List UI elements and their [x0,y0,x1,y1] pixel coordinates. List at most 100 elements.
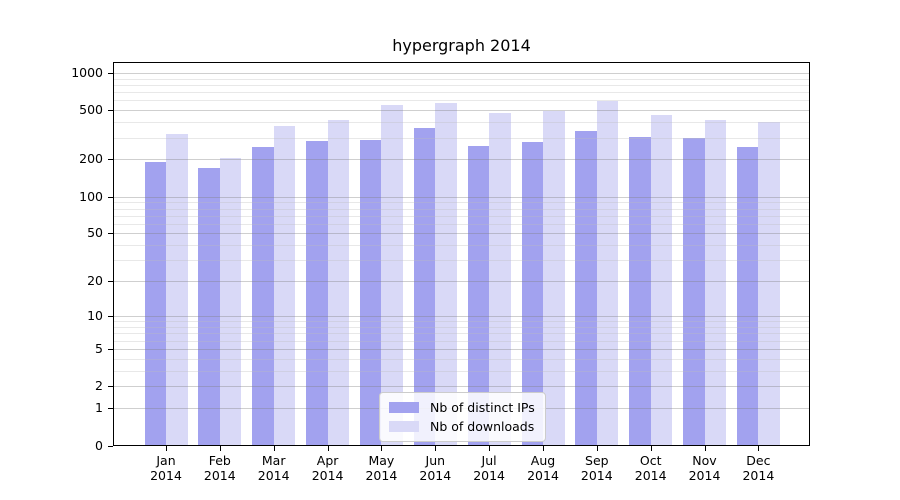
bar-distinct-ips [306,140,328,445]
bar-distinct-ips [144,162,166,445]
x-axis-tick [273,446,275,451]
y-axis-tick-label: 50 [87,225,103,241]
chart-title: hypergraph 2014 [392,36,531,55]
bar-distinct-ips [467,145,490,445]
y-axis-tick-label: 200 [79,151,103,167]
bar-downloads [543,111,565,445]
bar-downloads [650,114,673,445]
x-axis-tick [758,446,760,451]
bar-downloads [704,119,726,445]
bar-distinct-ips [736,146,759,445]
legend-row-distinct-ips: Nb of distinct IPs [389,398,535,417]
x-axis-tick-label: Sep 2014 [580,452,613,483]
x-axis-tick-label: May 2014 [365,452,398,483]
x-axis-tick [596,446,598,451]
y-axis-tick [108,445,113,447]
bar-distinct-ips [252,146,274,445]
gridline-minor [114,245,809,247]
plot-area: Nb of distinct IPs Nb of downloads [113,62,810,446]
gridline-major [114,110,809,112]
x-axis-tick [489,446,491,451]
gridline-minor [114,137,809,139]
y-axis-tick [108,348,113,350]
legend-label-distinct-ips: Nb of distinct IPs [430,400,535,415]
y-axis-tick [108,281,113,283]
bar-downloads [219,157,242,445]
bar-distinct-ips [198,168,220,445]
gridline-major [114,281,809,283]
gridline-minor [114,321,809,323]
x-axis-tick [435,446,437,451]
bar-downloads [327,119,350,445]
gridline-minor [114,208,809,210]
y-axis-tick-label: 500 [79,102,103,118]
bar-downloads [758,121,780,445]
gridline-minor [114,260,809,262]
x-axis-tick-label: Apr 2014 [311,452,344,483]
gridline-minor [114,122,809,124]
x-axis-tick [166,446,167,451]
x-axis-tick [650,446,652,451]
y-axis-tick [108,233,113,235]
x-axis-tick-label: Jun 2014 [419,452,452,483]
y-axis-tick-label: 1000 [71,64,103,80]
bar-distinct-ips [683,138,705,445]
gridline-major [114,233,809,235]
x-axis-tick-label: Mar 2014 [257,452,290,483]
gridline-major [114,196,809,198]
bar-downloads [596,100,619,445]
bar-distinct-ips [359,139,382,445]
gridline-minor [114,78,809,80]
y-axis-tick [108,408,113,410]
x-axis-tick [704,446,706,451]
legend-swatch-distinct-ips-icon [389,402,419,413]
x-axis-tick-label: Dec 2014 [742,452,775,483]
bar-distinct-ips [575,130,597,445]
gridline-minor [114,202,809,204]
x-axis-tick-label: Jul 2014 [473,452,505,483]
legend: Nb of distinct IPs Nb of downloads [379,392,546,442]
y-axis-tick-label: 20 [87,273,103,289]
x-axis-tick-label: Oct 2014 [634,452,667,483]
y-axis-tick-label: 100 [79,188,103,204]
gridline-minor [114,370,809,372]
gridline-minor [114,92,809,94]
y-axis-tick-label: 10 [87,308,103,324]
gridline-minor [114,340,809,342]
gridline-minor [114,215,809,217]
legend-swatch-downloads-icon [389,421,419,432]
gridline-minor [114,84,809,86]
x-axis-tick-label: Aug 2014 [527,452,559,483]
bar-downloads [489,113,511,445]
gridline-minor [114,223,809,225]
bar-distinct-ips [521,141,543,445]
x-axis-tick [543,446,544,451]
gridline-minor [114,100,809,102]
y-axis-tick [108,110,113,112]
y-axis-tick-label: 2 [95,378,103,394]
bar-downloads [166,134,188,445]
bar-distinct-ips [629,137,651,445]
bar-downloads [381,104,403,445]
y-axis-tick-label: 5 [95,340,103,356]
x-axis-tick-label: Nov 2014 [688,452,721,483]
gridline-minor [114,333,809,335]
y-axis-tick [108,386,113,388]
legend-label-downloads: Nb of downloads [430,419,535,434]
y-axis-tick [108,159,113,161]
x-axis-tick [327,446,329,451]
y-axis-tick-label: 1 [95,400,103,416]
gridline-major [114,159,809,161]
gridline-major [114,72,809,74]
y-axis-tick [108,316,113,318]
x-axis-tick [381,446,383,451]
x-axis-tick-label: Jan 2014 [150,452,182,483]
bar-downloads [273,125,296,445]
y-axis-tick [108,72,113,74]
x-axis-tick-label: Feb 2014 [203,452,236,483]
gridline-minor [114,327,809,328]
legend-row-downloads: Nb of downloads [389,417,535,436]
x-axis-tick [219,446,221,451]
bar-downloads [435,103,457,445]
